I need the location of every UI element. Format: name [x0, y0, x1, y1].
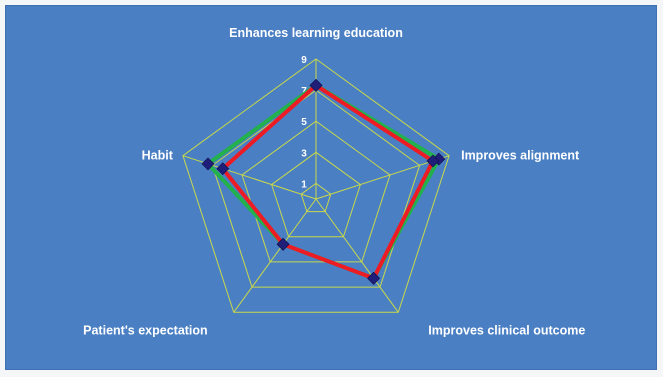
tick-label-1: 1 — [301, 179, 307, 190]
axis-label-3: Improves clinical outcome — [428, 323, 585, 337]
axis-label-4: Patient's expectation — [83, 323, 208, 337]
spoke-2 — [315, 155, 450, 200]
grid-ring-3 — [271, 151, 361, 238]
grid-ring-7 — [211, 89, 421, 288]
grid-ring-9 — [182, 58, 450, 313]
spoke-4 — [233, 198, 317, 313]
series-2-point-5 — [216, 162, 230, 176]
series-line-2 — [220, 83, 435, 281]
chart-panel: 1 3 5 7 9 Enhances learning education Improves… — [5, 5, 657, 370]
tick-label-5: 5 — [301, 117, 307, 128]
series-2-point-2 — [426, 154, 440, 168]
tick-label-3: 3 — [301, 148, 307, 159]
tick-label-9: 9 — [301, 55, 307, 66]
series-2-point-4 — [276, 237, 290, 251]
axis-label-2: Improves alignment — [461, 149, 580, 163]
grid-ring-1 — [300, 182, 332, 213]
series-line-1 — [206, 83, 441, 281]
series-1-point-5 — [201, 157, 215, 171]
axis-label-5: Habit — [142, 149, 174, 163]
spoke-5 — [182, 155, 317, 200]
axis-label-1: Enhances learning education — [229, 26, 403, 40]
series-2-point-3 — [367, 271, 381, 285]
spoke-3 — [315, 198, 399, 313]
grid-ring-5 — [241, 120, 391, 263]
series-2-point-1 — [309, 78, 323, 92]
